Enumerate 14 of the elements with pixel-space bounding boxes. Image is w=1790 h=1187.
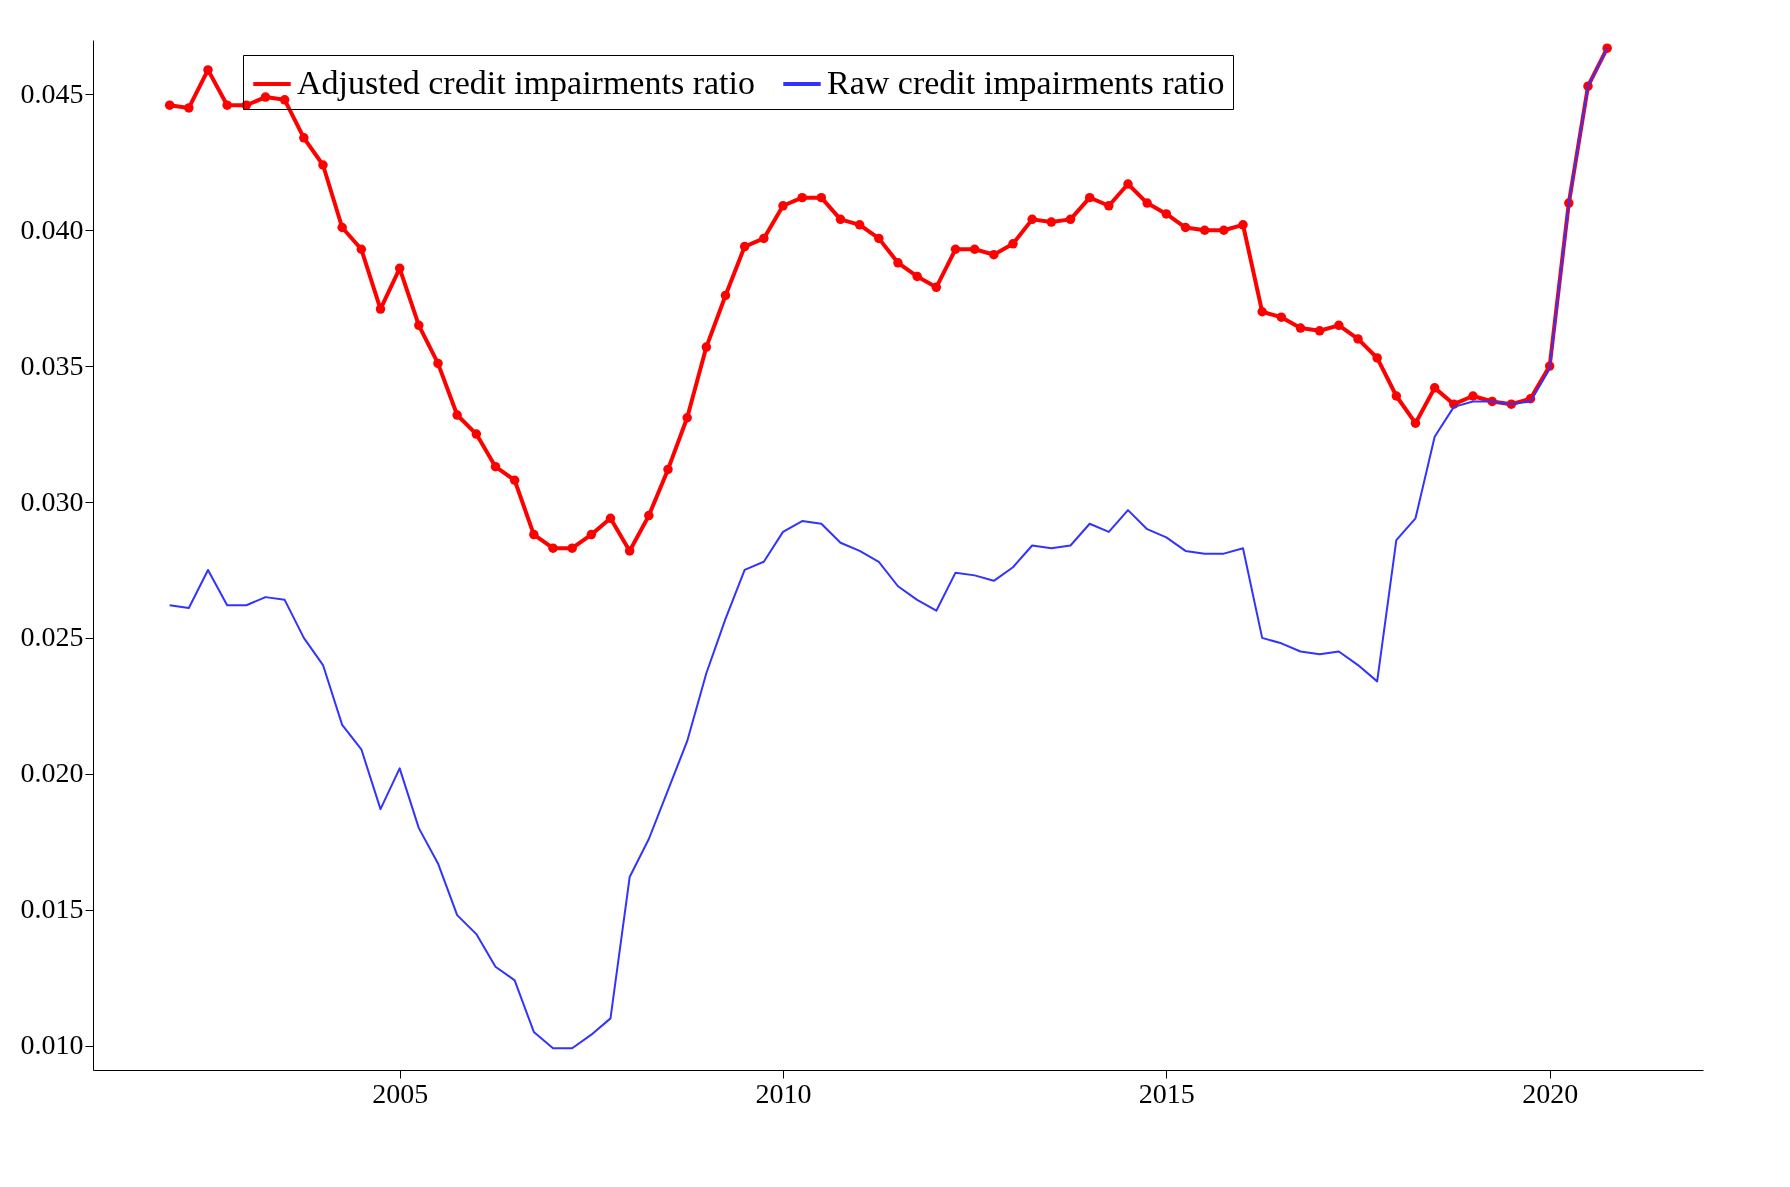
y-tick-label: 0.030 [20, 485, 84, 517]
y-tick-label: 0.015 [20, 893, 84, 925]
y-tick-label: 0.020 [20, 757, 84, 789]
x-tick-label: 2010 [755, 1077, 812, 1109]
y-tick-label: 0.025 [20, 621, 84, 653]
legend-label: Adjusted credit impairments ratio [297, 64, 755, 101]
x-tick-label: 2015 [1138, 1077, 1195, 1109]
x-tick-label: 2005 [372, 1077, 429, 1109]
legend-label: Raw credit impairments ratio [827, 64, 1225, 101]
y-tick-label: 0.010 [20, 1029, 84, 1061]
y-tick-label: 0.035 [20, 349, 84, 381]
y-tick-label: 0.045 [20, 77, 84, 109]
y-tick-label: 0.040 [20, 213, 84, 245]
x-tick-label: 2020 [1522, 1077, 1579, 1109]
